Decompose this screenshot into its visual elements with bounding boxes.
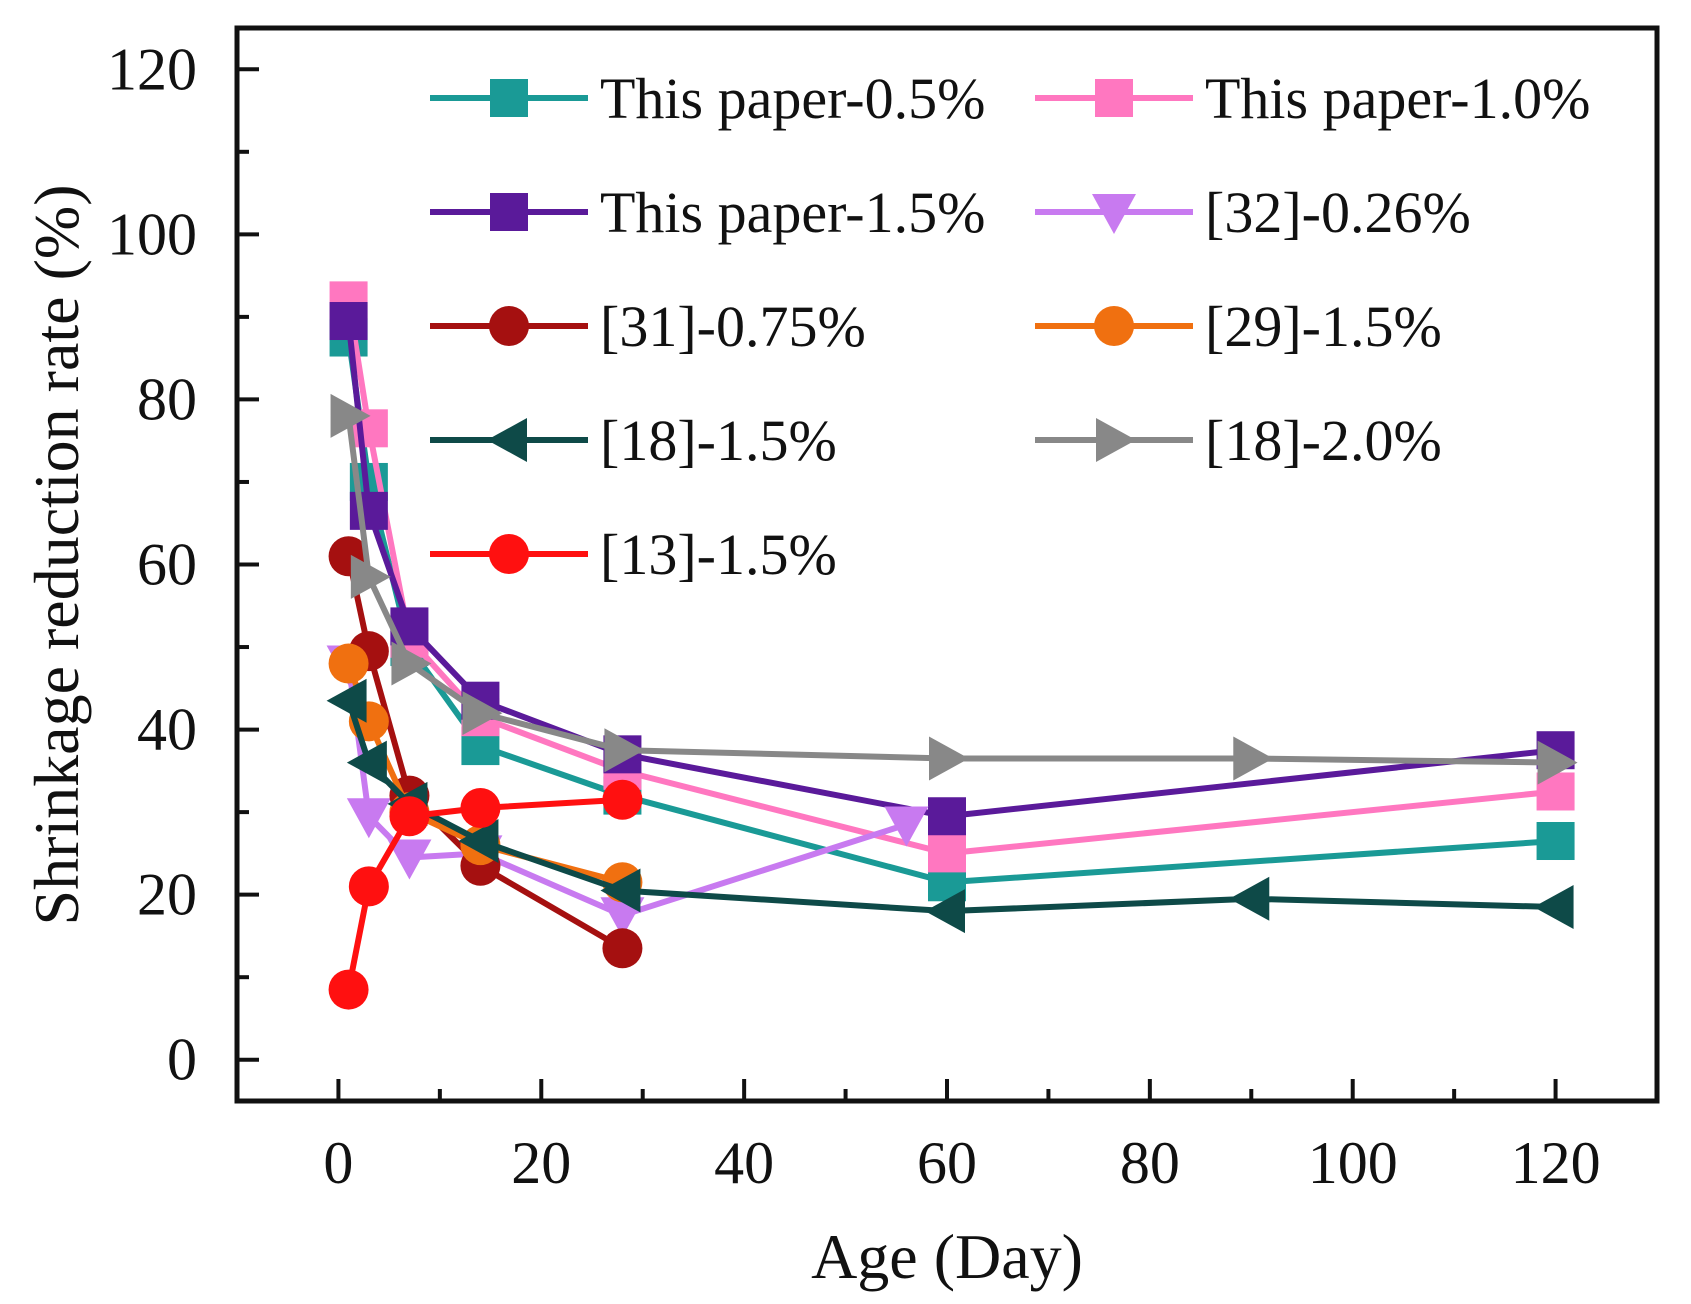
legend: This paper-0.5% This paper-1.0% This paper… bbox=[430, 66, 1590, 587]
legend-marker bbox=[1095, 79, 1133, 117]
y-tick-label: 60 bbox=[137, 532, 197, 598]
data-point bbox=[1536, 822, 1575, 861]
data-point bbox=[1233, 736, 1274, 781]
legend-marker bbox=[487, 418, 527, 462]
data-point bbox=[389, 796, 430, 837]
legend-marker bbox=[1094, 306, 1134, 346]
legend-marker bbox=[489, 534, 529, 574]
series-layer bbox=[326, 281, 1578, 1010]
data-point bbox=[602, 928, 643, 969]
data-point bbox=[928, 834, 966, 873]
data-point bbox=[326, 678, 367, 723]
y-tick-label: 20 bbox=[137, 862, 197, 928]
series-line bbox=[345, 415, 1556, 766]
data-point bbox=[329, 302, 368, 341]
data-point bbox=[328, 969, 369, 1010]
data-point bbox=[350, 554, 391, 599]
y-tick-label: 100 bbox=[107, 201, 197, 267]
x-tick-label: 40 bbox=[714, 1130, 774, 1196]
x-tick-label: 0 bbox=[323, 1130, 353, 1196]
series-this-paper-1-0 bbox=[329, 281, 1575, 873]
y-tick-label: 120 bbox=[107, 36, 197, 102]
legend-marker bbox=[489, 306, 529, 346]
x-axis-title: Age (Day) bbox=[811, 1221, 1083, 1292]
data-point bbox=[346, 798, 391, 839]
legend-marker bbox=[1092, 194, 1136, 234]
legend-label: This paper-1.0% bbox=[1205, 66, 1590, 131]
data-point bbox=[600, 868, 641, 913]
data-point bbox=[929, 736, 969, 781]
data-point bbox=[925, 889, 965, 934]
legend-item: This paper-0.5% bbox=[430, 66, 985, 131]
data-point bbox=[928, 797, 966, 836]
data-point bbox=[391, 641, 432, 686]
y-axis-title: Shrinkage reduction rate (%) bbox=[21, 184, 92, 925]
data-point bbox=[1229, 876, 1270, 921]
data-point bbox=[884, 806, 929, 847]
series-line bbox=[345, 663, 908, 919]
series-13-1-5 bbox=[328, 779, 643, 1010]
legend-label: [18]-1.5% bbox=[600, 408, 837, 473]
data-point bbox=[1533, 885, 1574, 930]
legend-item: [13]-1.5% bbox=[430, 522, 837, 587]
axes-layer: 0 20 40 60 80 100 120 0 20 40 60 80 100 120 bbox=[107, 36, 1601, 1196]
legend-label: [13]-1.5% bbox=[600, 522, 837, 587]
legend-item: [32]-0.26% bbox=[1035, 180, 1471, 245]
legend-marker bbox=[490, 79, 528, 117]
legend-label: This paper-1.5% bbox=[600, 180, 985, 245]
data-point bbox=[387, 839, 432, 880]
legend-label: This paper-0.5% bbox=[600, 66, 985, 131]
legend-marker bbox=[490, 193, 528, 231]
series-18-2-0 bbox=[330, 393, 1578, 785]
legend-label: [31]-0.75% bbox=[600, 294, 866, 359]
legend-label: [18]-2.0% bbox=[1205, 408, 1442, 473]
x-tick-label: 100 bbox=[1308, 1130, 1398, 1196]
series-line bbox=[345, 320, 1556, 820]
legend-label: [29]-1.5% bbox=[1205, 294, 1442, 359]
legend-marker bbox=[1096, 418, 1136, 462]
legend-item: [18]-2.0% bbox=[1035, 408, 1442, 473]
data-point bbox=[346, 740, 387, 785]
x-tick-label: 80 bbox=[1120, 1130, 1180, 1196]
data-point bbox=[330, 393, 371, 438]
legend-item: [18]-1.5% bbox=[430, 408, 837, 473]
data-point bbox=[328, 643, 369, 684]
y-tick-label: 80 bbox=[137, 366, 197, 432]
data-point bbox=[349, 491, 388, 530]
legend-label: [32]-0.26% bbox=[1205, 180, 1471, 245]
x-tick-label: 20 bbox=[511, 1130, 571, 1196]
x-tick-label: 120 bbox=[1511, 1130, 1601, 1196]
data-point bbox=[602, 779, 643, 820]
legend-item: This paper-1.5% bbox=[430, 180, 985, 245]
series-this-paper-1-5 bbox=[329, 302, 1575, 836]
y-tick-label: 0 bbox=[167, 1027, 197, 1093]
data-point bbox=[604, 728, 645, 773]
legend-item: [31]-0.75% bbox=[430, 294, 866, 359]
data-point bbox=[458, 819, 499, 864]
x-tick-label: 60 bbox=[917, 1130, 977, 1196]
data-point bbox=[462, 691, 503, 736]
legend-item: [29]-1.5% bbox=[1035, 294, 1442, 359]
data-point bbox=[1537, 740, 1578, 785]
y-tick-label: 40 bbox=[137, 697, 197, 763]
data-point bbox=[348, 866, 389, 907]
data-point bbox=[460, 787, 501, 828]
legend-item: This paper-1.0% bbox=[1035, 66, 1590, 131]
